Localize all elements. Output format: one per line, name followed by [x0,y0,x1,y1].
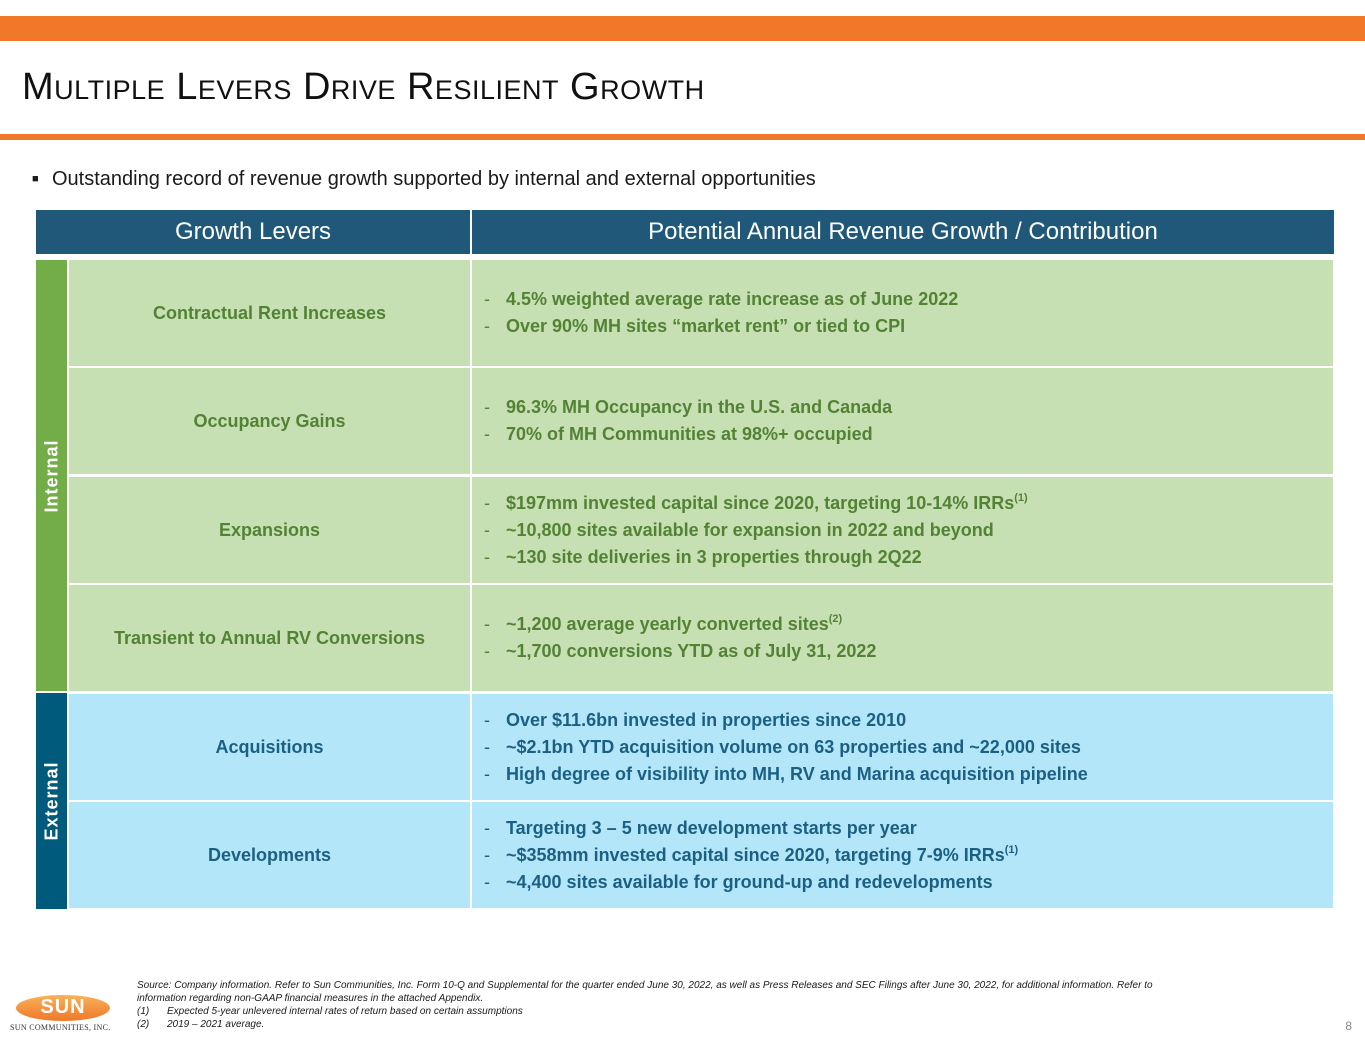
page-title: Multiple Levers Drive Resilient Growth [22,66,705,108]
title-rule [0,134,1365,140]
sun-communities-logo: SUN SUN COMMUNITIES, INC. [10,995,114,1035]
subtitle-text: Outstanding record of revenue growth sup… [52,168,816,190]
footnote-source: Source: Company information. Refer to Su… [137,980,1153,991]
lever-name: Expansions [218,519,321,540]
table-row-contribution: - Targeting 3 – 5 new development starts … [472,802,1333,908]
table-row-contribution: - ~1,200 average yearly converted sites(2… [472,585,1333,691]
table-row-contribution: -96.3% MH Occupancy in the U.S. and Cana… [472,368,1333,474]
group-internal: Internal [36,260,67,691]
list-item: - ~130 site deliveries in 3 properties th… [484,546,922,567]
footnotes: Source: Company information. Refer to Su… [137,979,1297,1031]
group-external: External [36,693,67,909]
header-growth-levers: Growth Levers [174,218,332,245]
header-divider [470,210,472,254]
list-item: - ~10,800 sites available for expansion i… [484,519,994,540]
page-number: 8 [1345,1019,1352,1033]
square-bullet-icon: ■ [32,173,39,185]
lever-name: Contractual Rent Increases [152,302,387,323]
logo-word: SUN [40,996,86,1018]
footnote-1: (1) Expected 5-year unlevered internal ra… [137,1006,523,1017]
table-row-lever: Expansions [69,477,470,583]
group-label-internal: Internal [41,438,61,513]
header-revenue-growth: Potential Annual Revenue Growth / Contri… [648,218,1158,245]
subtitle: ■ Outstanding record of revenue growth su… [32,168,816,191]
table-row-contribution: - Over $11.6bn invested in properties sin… [472,694,1333,800]
lever-name: Acquisitions [215,736,324,757]
list-item: - $197mm invested capital since 2020, tar… [484,491,1028,513]
table-row-contribution: -4.5% weighted average rate increase as … [472,260,1333,366]
lever-name: Transient to Annual RV Conversions [113,627,426,648]
footnote-source-cont: information regarding non-GAAP financial… [137,993,484,1004]
list-item: - Over $11.6bn invested in properties sin… [484,709,907,730]
table-row-contribution: - $197mm invested capital since 2020, tar… [472,477,1333,583]
list-item: - ~1,700 conversions YTD as of July 31, 2… [484,641,877,661]
list-item: -4.5% weighted average rate increase as … [484,289,959,309]
sun-logo-icon [16,995,110,1021]
list-item: - High degree of visibility into MH, RV a… [484,763,1088,784]
table-row-lever: Contractual Rent Increases [69,260,470,366]
list-item: - ~$2.1bn YTD acquisition volume on 63 pr… [484,736,1081,757]
footnote-2: (2) 2019 – 2021 average. [137,1019,265,1030]
list-item: - Over 90% MH sites “market rent” or tied… [484,316,906,336]
list-item: - ~$358mm invested capital since 2020, ta… [484,843,1019,865]
top-accent-bar [0,16,1365,41]
group-label-external: External [41,761,61,841]
lever-name: Occupancy Gains [193,410,346,431]
list-item: -96.3% MH Occupancy in the U.S. and Cana… [484,397,893,417]
table-row-lever: Developments [69,802,470,908]
list-item: - ~1,200 average yearly converted sites(2… [484,613,843,635]
list-item: -70% of MH Communities at 98%+ occupied [484,424,873,444]
table-row-lever: Transient to Annual RV Conversions [69,585,470,691]
logo-subtext: SUN COMMUNITIES, INC. [10,1023,111,1032]
table-row-lever: Occupancy Gains [69,368,470,474]
lever-name: Developments [207,844,332,865]
list-item: - ~4,400 sites available for ground-up an… [484,871,993,892]
list-item: - Targeting 3 – 5 new development starts … [484,817,917,838]
table-header: Growth Levers Potential Annual Revenue G… [36,210,1334,254]
table-row-lever: Acquisitions [69,694,470,800]
